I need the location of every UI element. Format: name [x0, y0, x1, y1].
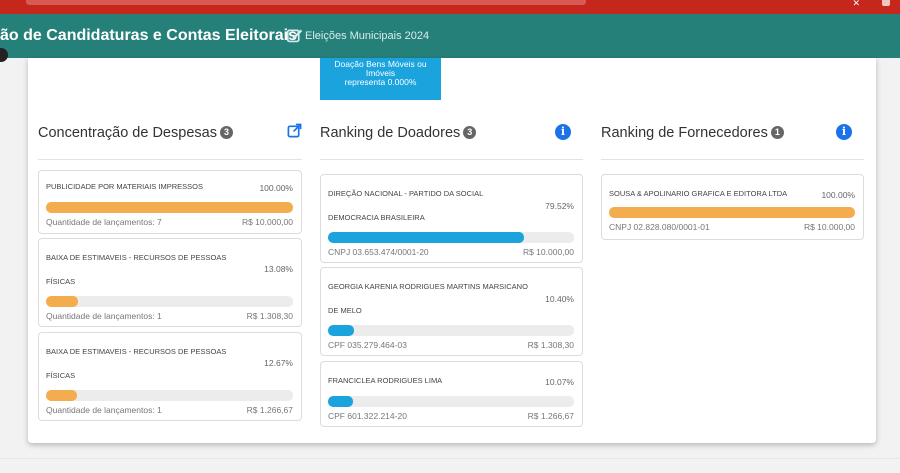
item-entries-count: Quantidade de lançamentos: 1: [46, 405, 162, 415]
item-amount: R$ 10.000,00: [803, 222, 855, 232]
edit-icon[interactable]: [286, 27, 303, 44]
progress-track: [328, 396, 574, 407]
progress-fill: [328, 325, 354, 336]
column-title: Ranking de Doadores: [320, 125, 461, 141]
item-name: PUBLICIDADE POR MATERIAIS IMPRESSOS: [46, 182, 203, 191]
count-badge: 1: [770, 125, 784, 139]
item-percent: 13.08%: [264, 264, 293, 274]
app-header: ão de Candidaturas e Contas Eleitorais E…: [0, 14, 900, 58]
item-percent: 79.52%: [545, 201, 574, 211]
progress-track: [328, 232, 574, 243]
item-percent: 10.07%: [545, 377, 574, 387]
donation-info-box: Doação Bens Móveis ou Imóveis representa…: [320, 58, 441, 100]
item-name: SOUSA & APOLINARIO GRAFICA E EDITORA LTD…: [609, 189, 788, 198]
external-link-icon[interactable]: [287, 123, 302, 138]
column-header: Ranking de Fornecedores 1 i: [601, 121, 864, 145]
item-amount: R$ 1.308,30: [246, 311, 293, 321]
progress-fill: [46, 390, 78, 401]
donor-item[interactable]: GEORGIA KARENIA RODRIGUES MARTINS MARSIC…: [320, 267, 583, 356]
progress-fill: [46, 296, 79, 307]
item-name: DIREÇÃO NACIONAL - PARTIDO DA SOCIAL: [328, 189, 484, 198]
item-name-continued: DE MELO: [328, 306, 362, 315]
supplier-document: CNPJ 02.828.080/0001-01: [609, 222, 710, 232]
item-name: GEORGIA KARENIA RODRIGUES MARTINS MARSIC…: [328, 282, 528, 291]
column-header: Ranking de Doadores 3 i: [320, 121, 583, 145]
address-bar[interactable]: [26, 0, 586, 5]
donor-item[interactable]: DIREÇÃO NACIONAL - PARTIDO DA SOCIAL DEM…: [320, 174, 583, 263]
progress-track: [46, 202, 293, 213]
donor-item[interactable]: FRANCICLEA RODRIGUES LIMA 10.07% CPF 601…: [320, 361, 583, 427]
progress-fill: [609, 207, 855, 218]
browser-chrome-bar: ✕: [0, 0, 900, 14]
info-icon[interactable]: i: [836, 124, 852, 140]
progress-track: [46, 296, 293, 307]
item-amount: R$ 1.308,30: [527, 340, 574, 350]
scroll-indicator-dot: [0, 48, 8, 62]
browser-menu-icon[interactable]: [882, 0, 890, 6]
progress-track: [46, 390, 293, 401]
item-percent: 12.67%: [264, 358, 293, 368]
item-amount: R$ 10.000,00: [522, 247, 574, 257]
item-name: BAIXA DE ESTIMAVEIS - RECURSOS DE PESSOA…: [46, 347, 227, 356]
info-icon[interactable]: i: [555, 124, 571, 140]
count-badge: 3: [463, 125, 477, 139]
suppliers-column: Ranking de Fornecedores 1 i: [601, 121, 864, 160]
column-divider: [320, 159, 583, 160]
item-name: BAIXA DE ESTIMAVEIS - RECURSOS DE PESSOA…: [46, 253, 227, 262]
donation-info-line: representa 0.000%: [344, 77, 417, 87]
item-amount: R$ 10.000,00: [241, 217, 293, 227]
expense-item[interactable]: PUBLICIDADE POR MATERIAIS IMPRESSOS 100.…: [38, 170, 302, 234]
item-percent: 10.40%: [545, 294, 574, 304]
donors-column: Ranking de Doadores 3 i: [320, 121, 583, 160]
page-bottom-divider: [0, 458, 900, 459]
count-badge: 3: [219, 125, 233, 139]
progress-fill: [328, 396, 353, 407]
item-amount: R$ 1.266,67: [527, 411, 574, 421]
progress-fill: [328, 232, 524, 243]
progress-track: [328, 325, 574, 336]
column-divider: [38, 159, 302, 160]
column-header: Concentração de Despesas 3: [38, 121, 302, 145]
item-entries-count: Quantidade de lançamentos: 1: [46, 311, 162, 321]
expenses-column: Concentração de Despesas 3: [38, 121, 302, 160]
expense-item[interactable]: BAIXA DE ESTIMAVEIS - RECURSOS DE PESSOA…: [38, 238, 302, 327]
dashboard-card: Doação Bens Móveis ou Imóveis representa…: [28, 58, 876, 443]
donation-info-line: Imóveis: [365, 68, 396, 78]
donation-info-line: Doação Bens Móveis ou: [334, 59, 427, 69]
supplier-item[interactable]: SOUSA & APOLINARIO GRAFICA E EDITORA LTD…: [601, 174, 864, 240]
item-name-continued: FÍSICAS: [46, 277, 76, 286]
donor-document: CNPJ 03.653.474/0001-20: [328, 247, 429, 257]
column-title: Ranking de Fornecedores: [601, 125, 768, 141]
item-percent: 100.00%: [259, 183, 293, 193]
column-divider: [601, 159, 864, 160]
item-name: FRANCICLEA RODRIGUES LIMA: [328, 376, 443, 385]
expense-item[interactable]: BAIXA DE ESTIMAVEIS - RECURSOS DE PESSOA…: [38, 332, 302, 421]
page-title: ão de Candidaturas e Contas Eleitorais: [0, 27, 297, 44]
donor-document: CPF 601.322.214-20: [328, 411, 407, 421]
election-subtitle: Eleições Municipais 2024: [305, 30, 430, 42]
item-name-continued: FÍSICAS: [46, 371, 76, 380]
progress-track: [609, 207, 855, 218]
item-percent: 100.00%: [821, 190, 855, 200]
item-entries-count: Quantidade de lançamentos: 7: [46, 217, 162, 227]
donor-document: CPF 035.279.464-03: [328, 340, 407, 350]
progress-fill: [46, 202, 293, 213]
item-amount: R$ 1.266,67: [246, 405, 293, 415]
close-icon[interactable]: ✕: [852, 0, 860, 8]
column-title: Concentração de Despesas: [38, 125, 217, 141]
item-name-continued: DEMOCRACIA BRASILEIRA: [328, 213, 425, 222]
